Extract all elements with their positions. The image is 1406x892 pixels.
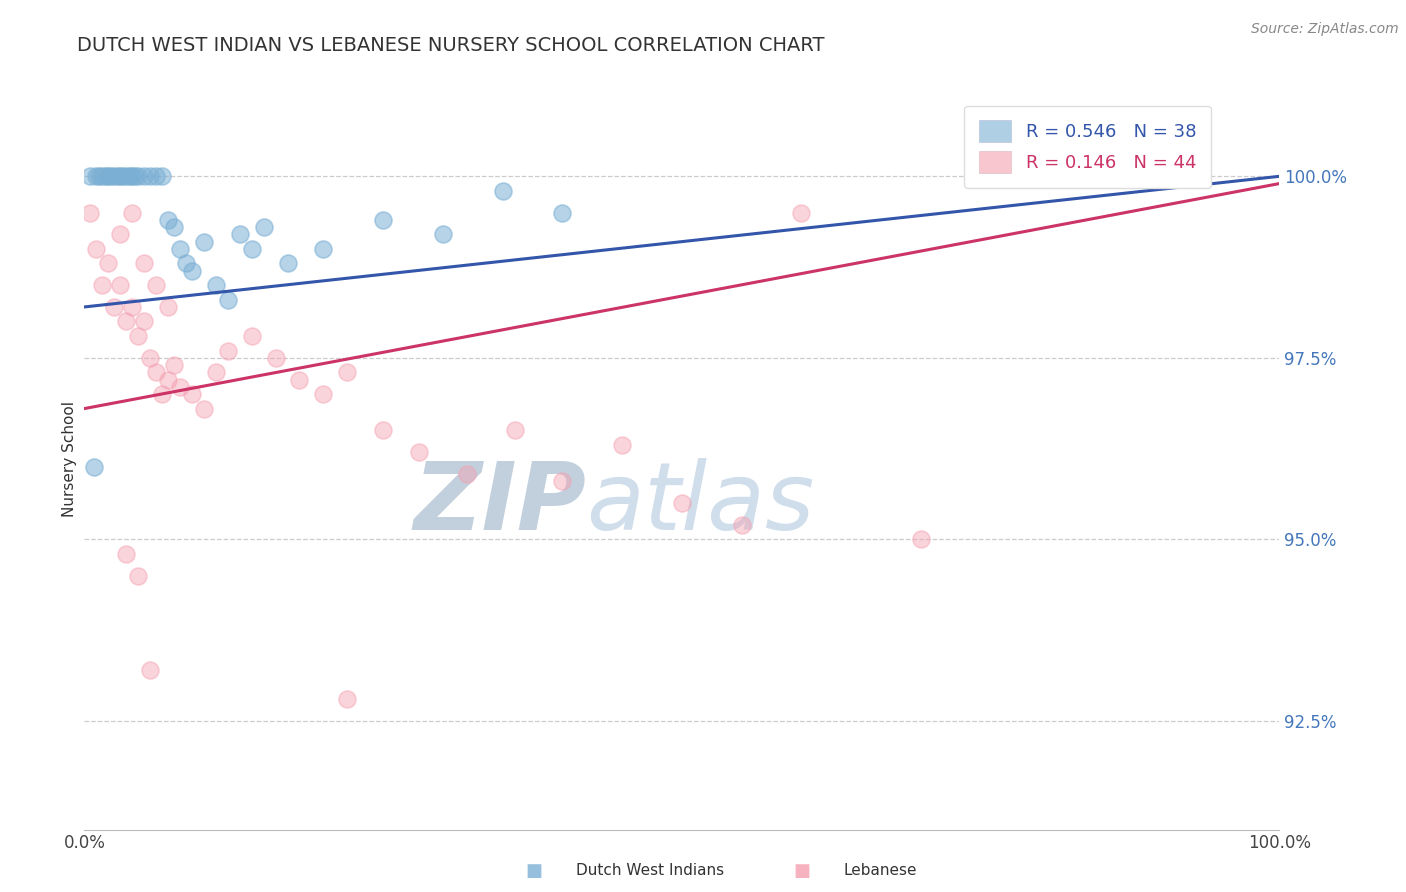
Point bbox=[79, 205, 101, 219]
Point bbox=[127, 329, 149, 343]
Point bbox=[86, 242, 108, 256]
Point bbox=[150, 169, 173, 184]
Point bbox=[169, 380, 191, 394]
Point bbox=[169, 242, 191, 256]
Text: atlas: atlas bbox=[586, 458, 814, 549]
Point bbox=[336, 365, 359, 379]
Point bbox=[264, 351, 287, 365]
Point bbox=[181, 263, 204, 277]
Point bbox=[790, 205, 813, 219]
Point bbox=[87, 169, 110, 184]
Point bbox=[150, 387, 173, 401]
Point bbox=[456, 467, 478, 481]
Point bbox=[205, 365, 228, 379]
Point bbox=[110, 169, 132, 184]
Point bbox=[100, 169, 122, 184]
Point bbox=[336, 692, 359, 706]
Point bbox=[132, 256, 156, 270]
Point bbox=[127, 568, 149, 582]
Point bbox=[277, 256, 299, 270]
Point bbox=[217, 343, 239, 358]
Point bbox=[240, 329, 263, 343]
Point bbox=[492, 184, 515, 198]
Point bbox=[193, 235, 215, 249]
Text: Dutch West Indians: Dutch West Indians bbox=[576, 863, 724, 878]
Point bbox=[312, 242, 335, 256]
Point bbox=[91, 169, 114, 184]
Point bbox=[229, 227, 252, 242]
Point bbox=[97, 169, 120, 184]
Point bbox=[110, 227, 132, 242]
Point bbox=[312, 387, 335, 401]
Point bbox=[132, 314, 156, 328]
Point bbox=[612, 438, 634, 452]
Text: Source: ZipAtlas.com: Source: ZipAtlas.com bbox=[1251, 22, 1399, 37]
Point bbox=[115, 169, 138, 184]
Point bbox=[157, 212, 180, 227]
Point bbox=[432, 227, 454, 242]
Point bbox=[145, 365, 167, 379]
Point bbox=[157, 372, 180, 386]
Point bbox=[217, 293, 239, 307]
Point bbox=[115, 314, 138, 328]
Point bbox=[139, 351, 162, 365]
Point bbox=[503, 423, 526, 437]
Point bbox=[408, 445, 430, 459]
Point bbox=[91, 278, 114, 293]
Point bbox=[86, 169, 108, 184]
Point bbox=[671, 496, 693, 510]
Point bbox=[174, 256, 197, 270]
Point bbox=[240, 242, 263, 256]
Point bbox=[111, 169, 134, 184]
Point bbox=[910, 533, 932, 547]
Y-axis label: Nursery School: Nursery School bbox=[62, 401, 77, 517]
Point bbox=[157, 300, 180, 314]
Point bbox=[124, 169, 146, 184]
Point bbox=[253, 220, 276, 235]
Point bbox=[94, 169, 117, 184]
Point bbox=[127, 169, 149, 184]
Point bbox=[288, 372, 311, 386]
Point bbox=[121, 300, 143, 314]
Point bbox=[121, 205, 143, 219]
Point bbox=[163, 220, 186, 235]
Point bbox=[163, 358, 186, 372]
Point bbox=[83, 459, 105, 474]
Text: ■: ■ bbox=[526, 862, 543, 880]
Point bbox=[145, 278, 167, 293]
Point bbox=[97, 256, 120, 270]
Text: ZIP: ZIP bbox=[413, 458, 586, 549]
Point bbox=[205, 278, 228, 293]
Point bbox=[139, 169, 162, 184]
Point bbox=[181, 387, 204, 401]
Point bbox=[551, 474, 574, 488]
Text: DUTCH WEST INDIAN VS LEBANESE NURSERY SCHOOL CORRELATION CHART: DUTCH WEST INDIAN VS LEBANESE NURSERY SC… bbox=[77, 36, 825, 54]
Text: ■: ■ bbox=[793, 862, 810, 880]
Point bbox=[107, 169, 129, 184]
Point bbox=[79, 169, 101, 184]
Text: Lebanese: Lebanese bbox=[844, 863, 917, 878]
Point bbox=[731, 517, 754, 532]
Point bbox=[118, 169, 141, 184]
Point bbox=[373, 423, 395, 437]
Point bbox=[103, 169, 125, 184]
Point bbox=[115, 547, 138, 561]
Point bbox=[551, 205, 574, 219]
Point bbox=[103, 300, 125, 314]
Point bbox=[139, 663, 162, 677]
Point bbox=[132, 169, 156, 184]
Legend: R = 0.546   N = 38, R = 0.146   N = 44: R = 0.546 N = 38, R = 0.146 N = 44 bbox=[965, 105, 1211, 187]
Point bbox=[373, 212, 395, 227]
Point bbox=[193, 401, 215, 416]
Point bbox=[110, 278, 132, 293]
Point bbox=[145, 169, 167, 184]
Point bbox=[121, 169, 143, 184]
